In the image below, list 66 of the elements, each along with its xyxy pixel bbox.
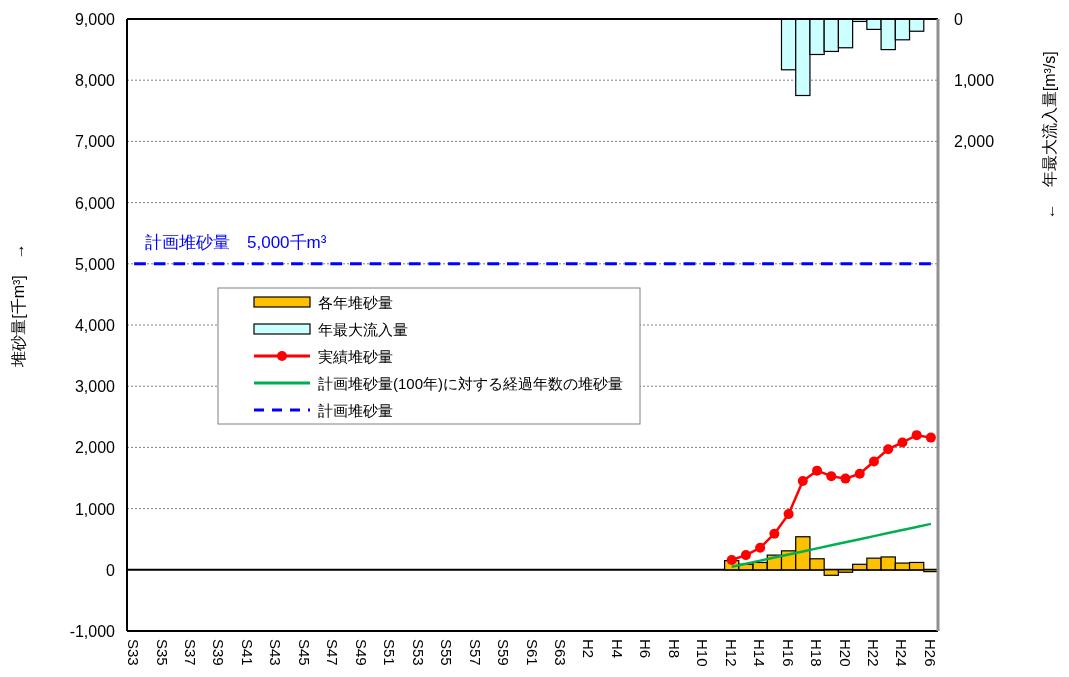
point xyxy=(854,468,865,479)
point xyxy=(726,555,737,566)
y-tick-label: 3,000 xyxy=(74,378,116,396)
x-tick-label: S33 xyxy=(125,639,143,666)
x-tick-label: S41 xyxy=(238,639,256,666)
point xyxy=(840,473,851,484)
y-tick-label: 1,000 xyxy=(74,500,116,518)
y-tick-label: 2,000 xyxy=(74,439,116,457)
point xyxy=(740,550,751,561)
legend-label: 計画堆砂量(100年)に対する経過年数の堆砂量 xyxy=(318,375,624,392)
y2-axis-title: ← 年最大流入量[m³/s] xyxy=(1041,51,1058,220)
y2-tick-label: 0 xyxy=(954,11,963,28)
point xyxy=(797,476,808,487)
point xyxy=(868,456,879,467)
point xyxy=(783,509,794,520)
y-tick-label: 5,000 xyxy=(74,255,116,273)
x-tick-label: S51 xyxy=(381,639,399,666)
point xyxy=(897,437,908,448)
x-tick-label: H6 xyxy=(637,639,655,659)
y-tick-label: 9,000 xyxy=(74,11,116,28)
x-tick-label: S47 xyxy=(324,639,342,666)
x-tick-label: H14 xyxy=(751,639,769,667)
y-tick-label: -1,000 xyxy=(69,623,116,640)
x-tick-label: S45 xyxy=(295,639,313,666)
x-tick-label: S49 xyxy=(352,639,370,666)
annotation: 計画堆砂量 5,000千m³ xyxy=(145,232,327,252)
legend-label: 実績堆砂量 xyxy=(318,348,393,365)
x-tick-label: H10 xyxy=(694,639,712,667)
x-tick-label: H4 xyxy=(608,639,626,659)
x-tick-label: H12 xyxy=(722,639,740,667)
point xyxy=(769,528,780,539)
x-tick-label: H24 xyxy=(893,639,911,667)
y-tick-label: 0 xyxy=(106,561,116,579)
y2-tick-label: 2,000 xyxy=(954,133,995,151)
x-tick-label: S55 xyxy=(438,639,456,666)
y2-tick-label: 1,000 xyxy=(954,72,995,90)
x-tick-label: H8 xyxy=(665,639,683,659)
x-tick-label: H20 xyxy=(836,639,854,667)
x-tick-label: S57 xyxy=(466,639,484,666)
x-tick-label: S35 xyxy=(153,639,171,666)
y-tick-label: 7,000 xyxy=(74,133,116,151)
x-tick-label: S63 xyxy=(551,639,569,666)
legend-label: 各年堆砂量 xyxy=(318,294,393,311)
point xyxy=(925,432,936,443)
y-axis-title: 堆砂量[千m³] → xyxy=(10,243,27,368)
point xyxy=(826,471,837,482)
legend-label: 年最大流入量 xyxy=(318,321,408,338)
x-tick-label: H22 xyxy=(864,639,882,667)
y-tick-label: 4,000 xyxy=(74,317,116,334)
x-tick-label: H16 xyxy=(779,639,797,667)
x-tick-label: H2 xyxy=(580,639,598,659)
x-tick-label: S53 xyxy=(409,639,427,666)
point xyxy=(911,430,922,441)
y-tick-label: 8,000 xyxy=(74,72,116,90)
x-tick-label: S39 xyxy=(210,639,228,666)
x-tick-label: H26 xyxy=(921,639,939,667)
x-tick-label: S59 xyxy=(495,639,513,666)
point xyxy=(755,542,766,553)
x-tick-label: S43 xyxy=(267,639,285,666)
point xyxy=(883,444,894,455)
legend-label: 計画堆砂量 xyxy=(318,402,393,419)
x-tick-label: H18 xyxy=(808,639,826,667)
x-tick-label: S61 xyxy=(523,639,541,666)
x-tick-label: S37 xyxy=(182,639,200,666)
y-tick-label: 6,000 xyxy=(74,194,116,212)
point xyxy=(812,465,823,476)
